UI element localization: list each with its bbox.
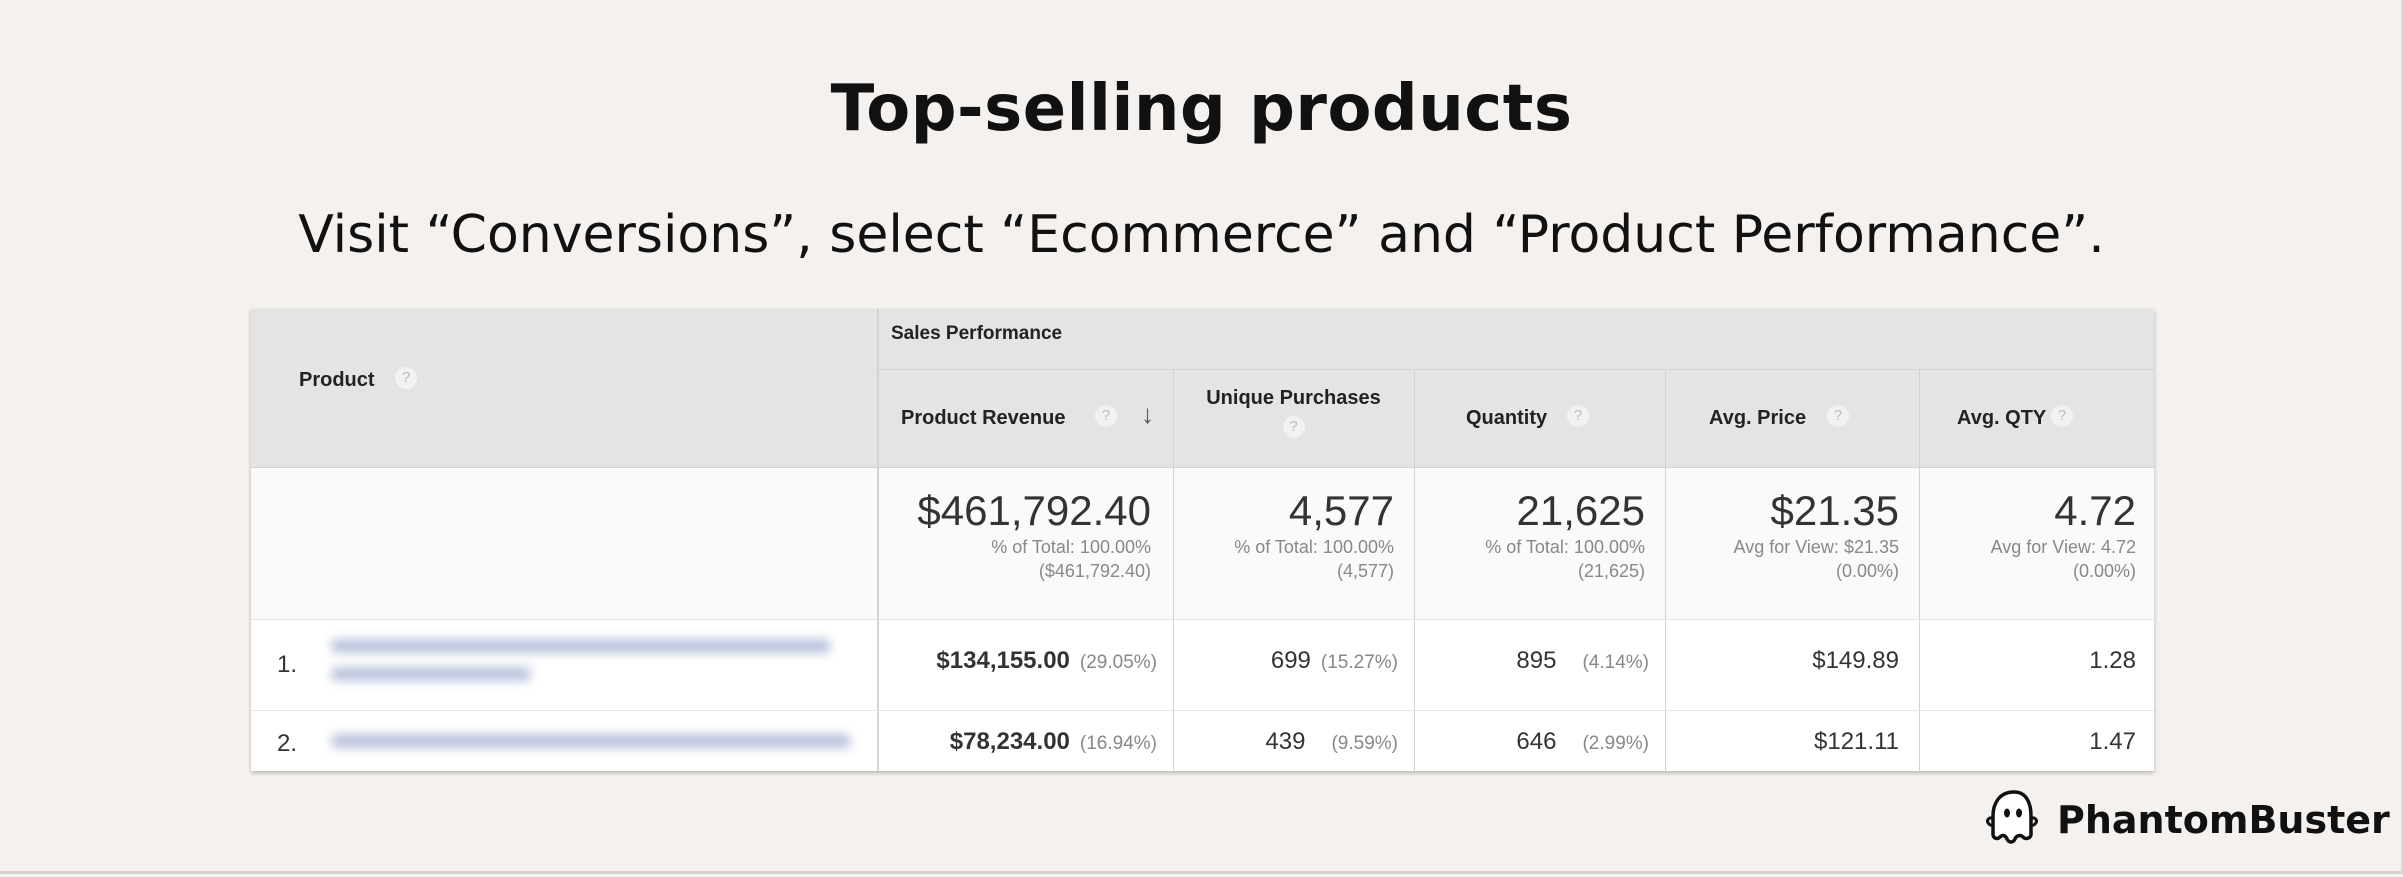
- help-icon[interactable]: ?: [1827, 405, 1849, 427]
- column-label: Product Revenue: [901, 407, 1066, 429]
- column-label: Quantity: [1466, 407, 1548, 429]
- total-subtext: ($461,792.40): [1038, 561, 1151, 581]
- cell-percent: (2.99%): [1582, 733, 1649, 754]
- cell-percent: (4.14%): [1582, 652, 1649, 673]
- total-product-revenue: $461,792.40 % of Total: 100.00% ($461,79…: [877, 487, 1173, 583]
- total-avg-price: $21.35 Avg for View: $21.35 (0.00%): [1665, 487, 1919, 583]
- product-header-cell: Product ?: [251, 309, 877, 467]
- slide-title: Top-selling products: [830, 72, 1573, 146]
- column-label: Unique Purchases: [1206, 387, 1381, 409]
- totals-row: [251, 467, 2154, 619]
- cell-value: $121.11: [1814, 728, 1899, 755]
- cell-value: 895: [1516, 647, 1557, 674]
- cell-value: 1.47: [2089, 728, 2136, 755]
- help-icon[interactable]: ?: [1282, 416, 1305, 438]
- row-avg-qty: 1.28: [1919, 647, 2154, 675]
- row-avg-price: $121.11: [1665, 728, 1919, 756]
- total-value: $21.35: [1770, 487, 1899, 534]
- help-icon[interactable]: ?: [1095, 405, 1117, 427]
- column-header-unique-purchases[interactable]: Unique Purchases ?: [1173, 369, 1414, 467]
- cell-percent: (15.27%): [1320, 652, 1398, 673]
- cell-percent: (29.05%): [1079, 652, 1157, 673]
- grid-line: [877, 369, 2154, 370]
- row-unique-purchases: 699 (15.27%): [1173, 647, 1414, 675]
- row-quantity: 895 (4.14%): [1414, 647, 1665, 675]
- brand-name: PhantomBuster: [2057, 798, 2390, 842]
- grid-line: [877, 309, 879, 771]
- cell-value: 699: [1270, 647, 1311, 674]
- column-header-avg-qty[interactable]: Avg. QTY ?: [1919, 369, 2154, 467]
- help-icon[interactable]: ?: [395, 367, 417, 389]
- cell-percent: (9.59%): [1331, 733, 1398, 754]
- slide-subtitle: Visit “Conversions”, select “Ecommerce” …: [298, 205, 2105, 265]
- total-subtext: % of Total: 100.00%: [1234, 537, 1394, 557]
- total-avg-qty: 4.72 Avg for View: 4.72 (0.00%): [1919, 487, 2154, 583]
- cell-value: $78,234.00: [949, 728, 1070, 755]
- product-header-label: Product: [299, 369, 375, 391]
- cell-value: 439: [1265, 728, 1306, 755]
- total-value: 21,625: [1516, 487, 1645, 534]
- column-header-row: [877, 369, 2154, 467]
- cell-value: 646: [1516, 728, 1557, 755]
- total-unique-purchases: 4,577 % of Total: 100.00% (4,577): [1173, 487, 1414, 583]
- sales-performance-label: Sales Performance: [891, 323, 1063, 344]
- column-header-product-revenue[interactable]: Product Revenue ? ↓: [877, 369, 1173, 467]
- cell-value: 1.28: [2089, 647, 2136, 674]
- row-quantity: 646 (2.99%): [1414, 728, 1665, 756]
- cell-percent: (16.94%): [1079, 733, 1157, 754]
- table-row[interactable]: 1. $134,155.00 (29.05%) 699 (15.27%) 895 (4…: [251, 619, 2154, 710]
- column-label: Avg. Price: [1709, 407, 1807, 429]
- total-quantity: 21,625 % of Total: 100.00% (21,625): [1414, 487, 1665, 583]
- column-header-quantity[interactable]: Quantity ?: [1414, 369, 1665, 467]
- grid-line: [1919, 369, 1920, 771]
- total-value: $461,792.40: [917, 487, 1151, 534]
- help-icon[interactable]: ?: [1567, 405, 1589, 427]
- ghost-icon: [1985, 788, 2043, 853]
- grid-line: [1414, 369, 1415, 771]
- row-product-revenue: $134,155.00 (29.05%): [877, 647, 1173, 675]
- column-label: Avg. QTY: [1957, 407, 2047, 429]
- row-product-revenue: $78,234.00 (16.94%): [877, 728, 1173, 756]
- table-row[interactable]: 2. $78,234.00 (16.94%) 439 (9.59%) 646 (2.9…: [251, 710, 2154, 771]
- total-subtext: % of Total: 100.00%: [1485, 537, 1645, 557]
- grid-line: [251, 619, 2154, 620]
- cell-value: $134,155.00: [936, 647, 1070, 674]
- grid-line: [1173, 369, 1174, 771]
- product-performance-table: Product ? Sales Performance Product Reve…: [251, 309, 2154, 771]
- phantombuster-logo: PhantomBuster: [1985, 788, 2390, 853]
- sales-performance-group-header: Sales Performance: [877, 309, 2154, 369]
- help-icon[interactable]: ?: [2051, 405, 2073, 427]
- total-subtext: % of Total: 100.00%: [991, 537, 1151, 557]
- total-subtext: Avg for View: $21.35: [1733, 537, 1899, 557]
- row-avg-qty: 1.47: [1919, 728, 2154, 756]
- total-subtext: (0.00%): [1835, 561, 1899, 581]
- column-header-avg-price[interactable]: Avg. Price ?: [1665, 369, 1919, 467]
- grid-line: [251, 467, 2154, 468]
- row-index: 2.: [277, 730, 298, 757]
- total-subtext: (0.00%): [2072, 561, 2136, 581]
- total-value: 4,577: [1288, 487, 1394, 534]
- total-subtext: (4,577): [1336, 561, 1394, 581]
- grid-line: [251, 710, 2154, 711]
- total-value: 4.72: [2054, 487, 2136, 534]
- row-avg-price: $149.89: [1665, 647, 1919, 675]
- cell-value: $149.89: [1812, 647, 1899, 674]
- row-index: 1.: [277, 651, 298, 678]
- row-unique-purchases: 439 (9.59%): [1173, 728, 1414, 756]
- grid-line: [1665, 369, 1666, 771]
- sort-descending-icon[interactable]: ↓: [1141, 399, 1154, 429]
- total-subtext: (21,625): [1577, 561, 1645, 581]
- total-subtext: Avg for View: 4.72: [1990, 537, 2136, 557]
